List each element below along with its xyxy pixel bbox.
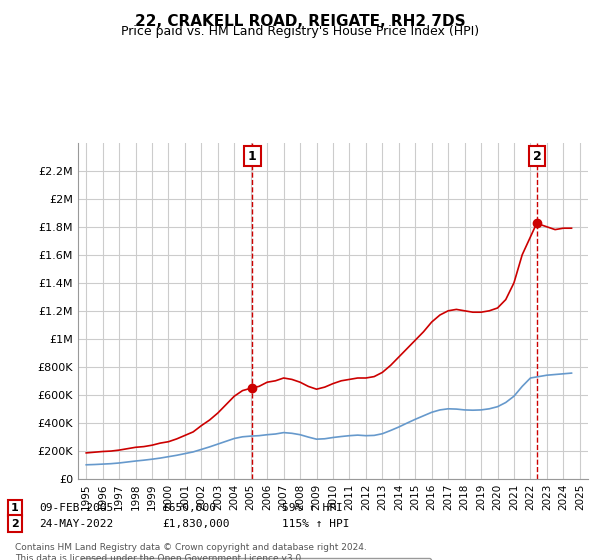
Text: £1,830,000: £1,830,000	[162, 519, 229, 529]
Text: 24-MAY-2022: 24-MAY-2022	[39, 519, 113, 529]
Text: 1: 1	[11, 503, 19, 513]
Text: 09-FEB-2005: 09-FEB-2005	[39, 503, 113, 513]
Text: £650,000: £650,000	[162, 503, 216, 513]
Text: Price paid vs. HM Land Registry's House Price Index (HPI): Price paid vs. HM Land Registry's House …	[121, 25, 479, 38]
Text: 2: 2	[533, 150, 541, 162]
Text: 59% ↑ HPI: 59% ↑ HPI	[282, 503, 343, 513]
Text: 2: 2	[11, 519, 19, 529]
Text: 115% ↑ HPI: 115% ↑ HPI	[282, 519, 349, 529]
Text: Contains HM Land Registry data © Crown copyright and database right 2024.
This d: Contains HM Land Registry data © Crown c…	[15, 543, 367, 560]
Text: 1: 1	[248, 150, 257, 162]
Legend: 22, CRAKELL ROAD, REIGATE, RH2 7DS (detached house), HPI: Average price, detache: 22, CRAKELL ROAD, REIGATE, RH2 7DS (deta…	[80, 558, 431, 560]
Text: 22, CRAKELL ROAD, REIGATE, RH2 7DS: 22, CRAKELL ROAD, REIGATE, RH2 7DS	[134, 14, 466, 29]
